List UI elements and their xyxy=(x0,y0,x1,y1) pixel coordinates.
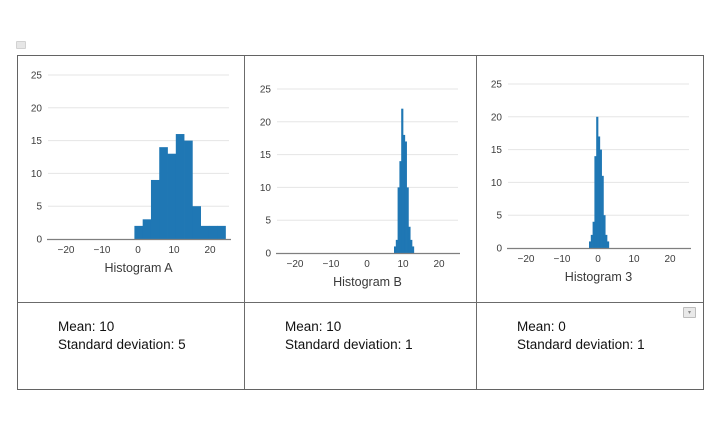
svg-text:−20: −20 xyxy=(58,245,75,256)
svg-text:−10: −10 xyxy=(554,254,571,265)
svg-text:0: 0 xyxy=(265,249,271,260)
mean-text-a: Mean: 10 xyxy=(58,319,115,334)
svg-text:20: 20 xyxy=(433,259,445,270)
svg-text:10: 10 xyxy=(168,245,180,256)
histogram-a-chart: 0 5 10 15 20 25 −20 −10 0 10 20 Histogram A xyxy=(31,71,231,275)
svg-text:Histogram 3: Histogram 3 xyxy=(565,270,632,284)
svg-text:−20: −20 xyxy=(518,254,535,265)
svg-text:20: 20 xyxy=(260,117,272,128)
svg-text:5: 5 xyxy=(496,211,502,222)
svg-text:5: 5 xyxy=(265,216,271,227)
svg-text:−10: −10 xyxy=(323,259,340,270)
std-text-c: Standard deviation: 1 xyxy=(517,337,645,352)
mean-text-c: Mean: 0 xyxy=(517,319,566,334)
svg-text:10: 10 xyxy=(260,183,272,194)
chart-cell-b: 0 5 10 15 20 25 −20 −10 0 10 20 Histogram B xyxy=(245,56,477,302)
std-text-a: Standard deviation: 5 xyxy=(58,337,186,352)
chart-cell-c: 0 5 10 15 20 25 −20 −10 0 10 20 Histogram 3 xyxy=(477,56,703,302)
table-cell-menu-icon[interactable]: ▾ xyxy=(683,307,696,318)
svg-text:Histogram A: Histogram A xyxy=(104,261,173,275)
svg-text:15: 15 xyxy=(260,150,272,161)
svg-text:0: 0 xyxy=(36,235,42,246)
svg-text:25: 25 xyxy=(491,80,503,91)
svg-text:5: 5 xyxy=(36,202,42,213)
svg-text:15: 15 xyxy=(491,145,503,156)
stats-cell-a: Mean: 10 Standard deviation: 5 xyxy=(18,303,245,389)
stats-cell-c: ▾ Mean: 0 Standard deviation: 1 xyxy=(477,303,703,389)
svg-text:10: 10 xyxy=(491,178,503,189)
std-text-b: Standard deviation: 1 xyxy=(285,337,413,352)
svg-text:25: 25 xyxy=(31,71,43,82)
svg-text:0: 0 xyxy=(364,259,370,270)
svg-text:20: 20 xyxy=(31,103,43,114)
svg-text:0: 0 xyxy=(496,244,502,255)
svg-text:20: 20 xyxy=(204,245,216,256)
svg-text:20: 20 xyxy=(491,112,503,123)
stats-cell-b: Mean: 10 Standard deviation: 1 xyxy=(245,303,477,389)
svg-text:10: 10 xyxy=(31,169,43,180)
svg-text:0: 0 xyxy=(595,254,601,265)
stats-row: Mean: 10 Standard deviation: 5 Mean: 10 … xyxy=(18,303,703,389)
svg-text:15: 15 xyxy=(31,136,43,147)
table-corner-handle[interactable] xyxy=(16,41,26,49)
chart-cell-a: 0 5 10 15 20 25 −20 −10 0 10 20 Histogram A xyxy=(18,56,245,302)
histogram-table: 0 5 10 15 20 25 −20 −10 0 10 20 Histogram A 0 5 10 15 2… xyxy=(17,55,704,390)
svg-text:−20: −20 xyxy=(287,259,304,270)
svg-text:Histogram B: Histogram B xyxy=(333,275,402,289)
svg-text:25: 25 xyxy=(260,85,272,96)
histogram-3-chart: 0 5 10 15 20 25 −20 −10 0 10 20 Histogram 3 xyxy=(491,80,691,284)
svg-text:20: 20 xyxy=(664,254,676,265)
charts-row: 0 5 10 15 20 25 −20 −10 0 10 20 Histogram A 0 5 10 15 2… xyxy=(18,56,703,303)
svg-text:−10: −10 xyxy=(94,245,111,256)
histogram-b-chart: 0 5 10 15 20 25 −20 −10 0 10 20 Histogram B xyxy=(260,85,460,289)
svg-text:10: 10 xyxy=(397,259,409,270)
svg-text:0: 0 xyxy=(135,245,141,256)
mean-text-b: Mean: 10 xyxy=(285,319,342,334)
svg-text:10: 10 xyxy=(628,254,640,265)
